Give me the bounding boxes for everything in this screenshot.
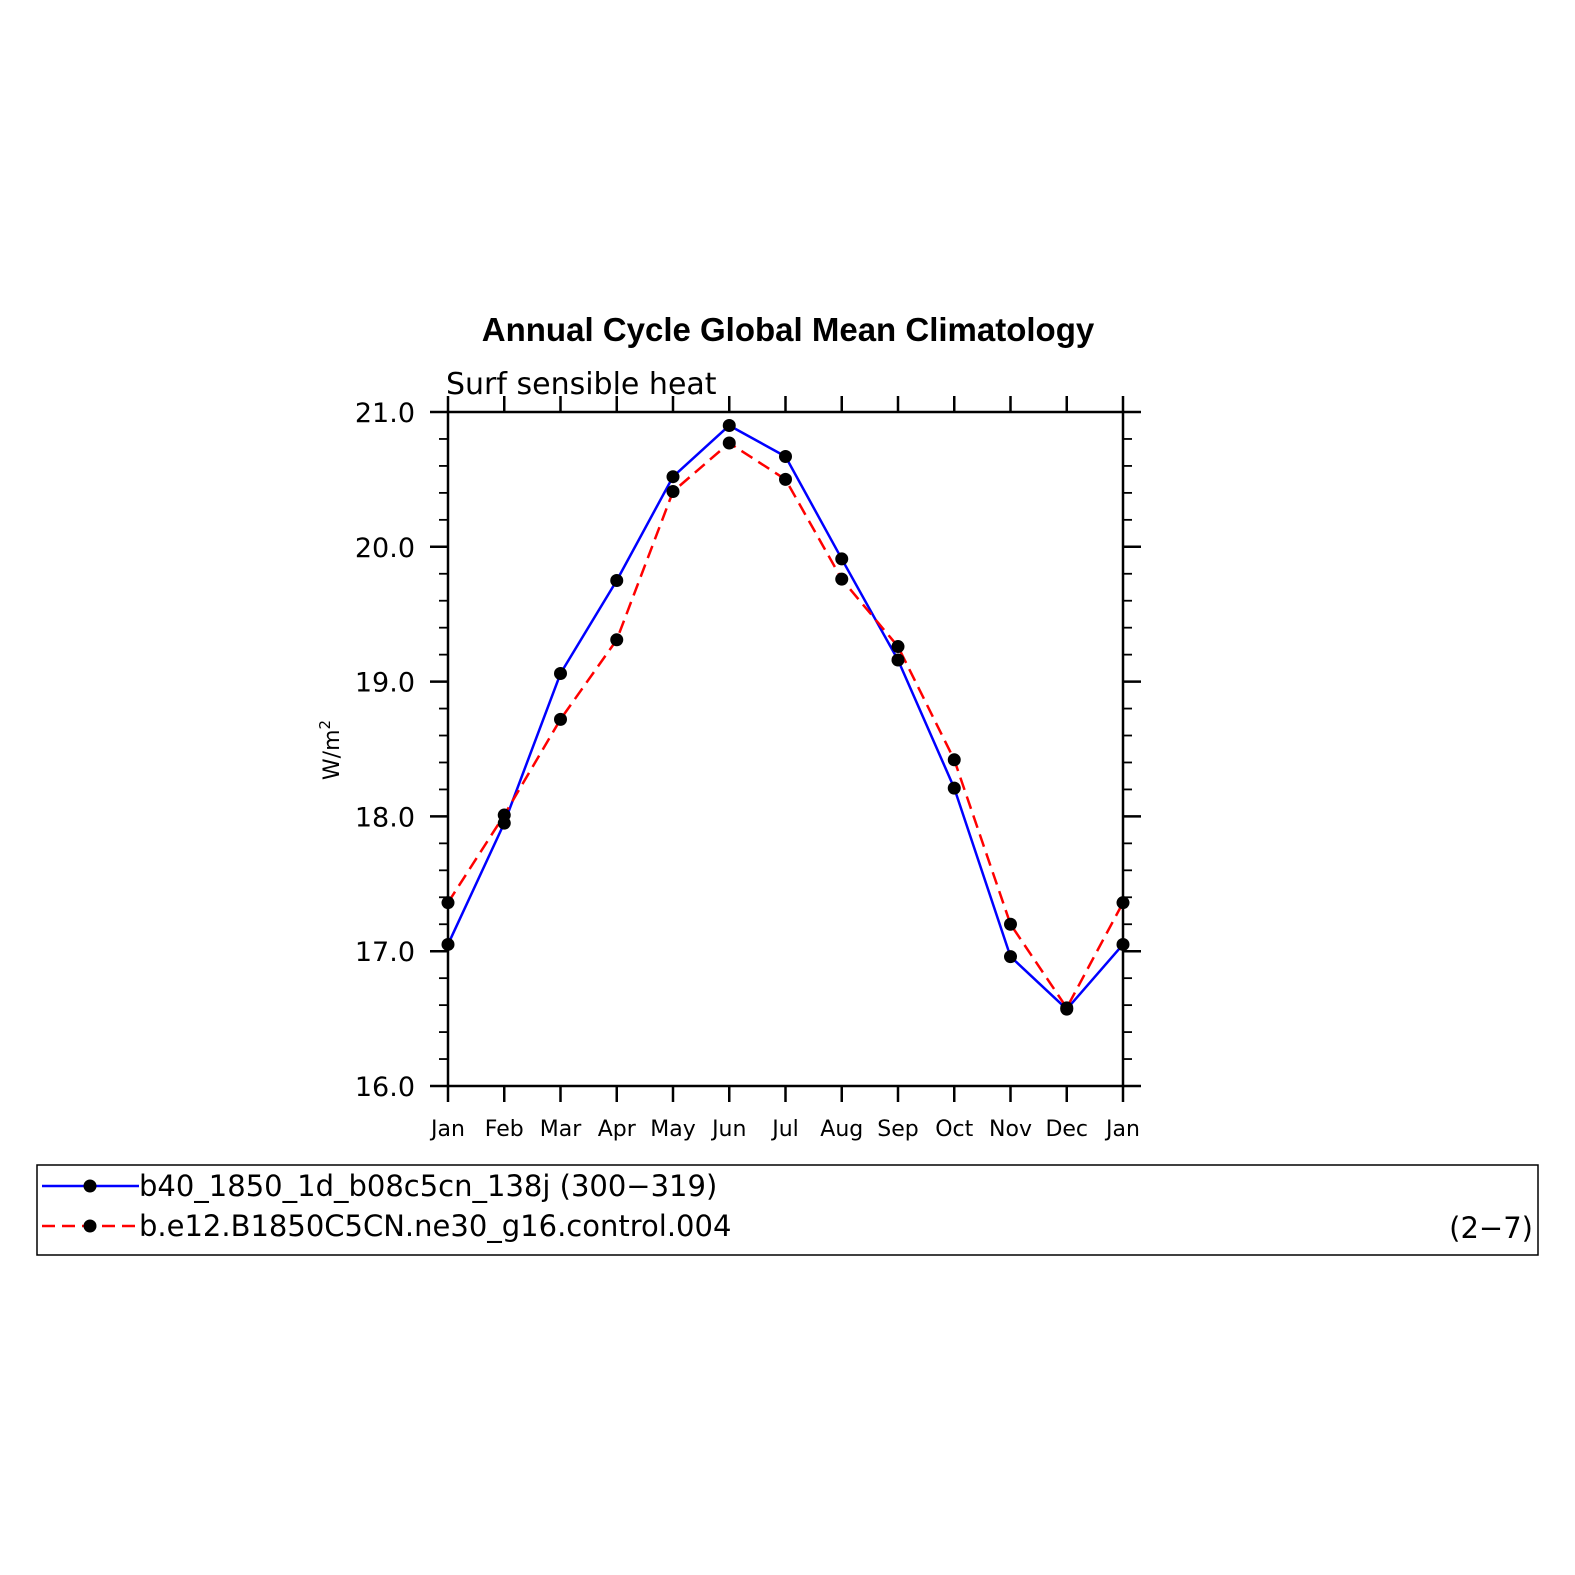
y-tick-label: 19.0: [355, 668, 415, 699]
series-1-point: [835, 552, 849, 566]
series-2-point: [779, 472, 792, 486]
series-2-point: [835, 572, 849, 586]
y-axis-ticks: 16.0 17.0 18.0 19.0 20.0 21.0: [355, 398, 1141, 1103]
legend-marker-1: [83, 1179, 97, 1193]
y-tick-label: 17.0: [355, 937, 415, 968]
x-tick-label: Mar: [540, 1117, 582, 1142]
chart-title: Annual Cycle Global Mean Climatology: [482, 311, 1095, 348]
x-tick-label: Feb: [485, 1117, 524, 1142]
x-tick-label: Jan: [1104, 1117, 1140, 1142]
series-2-point: [1060, 1001, 1074, 1015]
x-tick-label: Jun: [710, 1117, 746, 1142]
y-tick-label: 21.0: [355, 398, 415, 429]
plot-frame: [446, 410, 1125, 1088]
series-line-1: [446, 424, 1124, 1011]
x-tick-label: Sep: [877, 1117, 918, 1142]
series-1-point: [891, 653, 905, 667]
chart-subtitle: Surf sensible heat: [446, 367, 717, 402]
series-2-point: [554, 712, 567, 726]
series-1-point: [441, 937, 455, 951]
legend-label-2: b.e12.B1850C5CN.ne30_g16.control.004: [139, 1209, 731, 1243]
y-tick-label: 16.0: [355, 1072, 415, 1103]
y-tick-label: 18.0: [355, 802, 415, 833]
series-1-point: [610, 574, 624, 587]
x-tick-label: Dec: [1045, 1117, 1088, 1142]
series-1-point: [722, 418, 736, 432]
legend: b40_1850_1d_b08c5cn_138j (300−319) b.e12.…: [42, 1169, 731, 1243]
x-tick-label: Apr: [598, 1117, 637, 1142]
y-axis-label-superscript: 2: [316, 720, 334, 730]
y-tick-label: 20.0: [355, 533, 415, 564]
series-2-point: [891, 640, 905, 654]
series-1-point: [554, 667, 567, 681]
series-2-point: [1116, 896, 1130, 910]
x-tick-label: Jul: [770, 1117, 799, 1142]
x-tick-label: Aug: [820, 1117, 863, 1142]
x-tick-label: Jan: [429, 1117, 465, 1142]
series-2-point: [947, 753, 961, 767]
legend-right-label: (2−7): [1449, 1211, 1533, 1245]
legend-label-1: b40_1850_1d_b08c5cn_138j (300−319): [139, 1169, 717, 1203]
x-tick-label: Nov: [989, 1117, 1032, 1142]
series-1-point: [1116, 937, 1130, 951]
series-1-point: [666, 470, 680, 484]
series-2-point: [722, 436, 736, 450]
legend-marker-2: [83, 1219, 97, 1233]
series-2-point: [666, 485, 680, 499]
series-2-point: [610, 633, 624, 647]
series-1-point: [779, 449, 792, 463]
series-1-point: [1004, 950, 1017, 964]
series-1-point: [947, 781, 961, 795]
series-2-point: [1004, 917, 1017, 931]
y-axis-label: W/m2: [316, 720, 345, 780]
series-2-point: [441, 896, 455, 910]
x-tick-label: May: [650, 1117, 695, 1142]
series-layer: [441, 418, 1130, 1016]
y-axis-label-unit: W/m: [320, 729, 345, 780]
series-line-2: [446, 441, 1125, 1010]
legend-box: [36, 1164, 1539, 1256]
x-axis-ticks: Jan Feb Mar Apr May Jun Jul Aug Sep Oct Nov Dec Jan: [429, 396, 1140, 1142]
x-tick-label: Oct: [935, 1117, 973, 1142]
series-2-point: [497, 808, 511, 822]
